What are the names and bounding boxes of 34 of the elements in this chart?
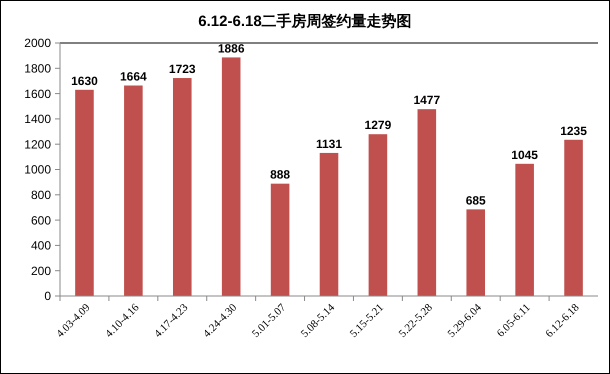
data-label: 1630 — [71, 74, 98, 88]
y-tick-label: 1600 — [24, 86, 52, 101]
bar — [320, 152, 338, 296]
y-tick-label: 800 — [30, 188, 52, 202]
bar — [270, 184, 290, 296]
y-tick-label: 1400 — [24, 112, 52, 126]
y-tick-label: 1800 — [24, 62, 52, 76]
y-tick-label: 600 — [30, 213, 52, 228]
bar — [515, 164, 534, 296]
bar — [466, 209, 486, 296]
bar — [418, 109, 436, 296]
y-tick-label: 400 — [30, 238, 52, 253]
data-label: 1131 — [316, 136, 342, 151]
bar — [124, 86, 143, 296]
data-label: 1235 — [560, 124, 588, 138]
y-tick-label: 2000 — [24, 36, 52, 50]
data-label: 1723 — [168, 62, 196, 76]
data-label: 685 — [466, 193, 486, 208]
data-label: 1279 — [364, 118, 392, 132]
y-tick-label: 1000 — [24, 162, 52, 177]
y-tick-label: 200 — [30, 264, 52, 278]
data-label: 888 — [270, 168, 290, 182]
data-label: 1664 — [120, 70, 148, 84]
data-label: 1886 — [218, 41, 245, 56]
data-label: 1477 — [413, 93, 440, 108]
y-tick-label: 0 — [44, 289, 52, 304]
data-label: 1045 — [511, 148, 538, 162]
bar — [368, 134, 388, 296]
bar — [564, 140, 583, 296]
bar — [172, 78, 192, 296]
chart-title: 6.12-6.18二手房周签约量走势图 — [198, 12, 412, 30]
bar — [222, 57, 240, 296]
bar — [75, 90, 94, 296]
y-tick-label: 1200 — [24, 137, 52, 152]
